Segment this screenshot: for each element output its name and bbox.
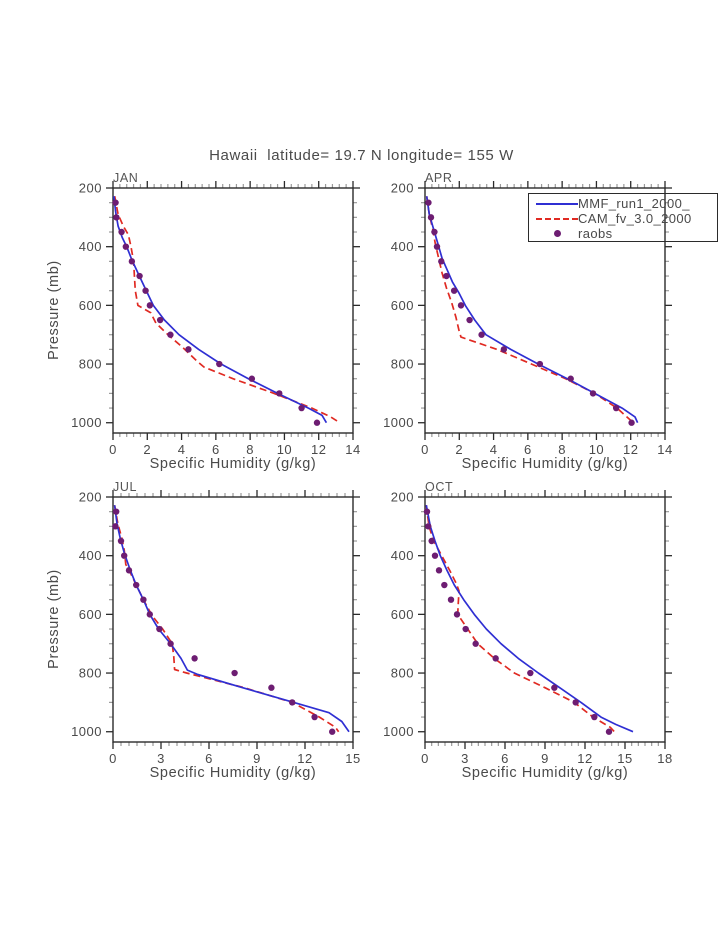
x-tick-label: 12 (311, 442, 326, 457)
raobs-points-JAN (112, 199, 321, 426)
x-tick-label: 8 (246, 442, 254, 457)
y-tick-label: 1000 (71, 415, 102, 430)
x-tick-label: 14 (657, 442, 672, 457)
panel-title-JUL: JUL (113, 480, 138, 494)
x-tick-label: 2 (143, 442, 151, 457)
x-tick-label: 12 (577, 751, 592, 766)
raobs-points-JUL (112, 508, 336, 735)
y-tick-label: 800 (391, 666, 414, 681)
plot-JUL: 0 3 6 9 12 15 200 400 600 800 1000 (71, 490, 360, 767)
x-tick-label: 2 (455, 442, 463, 457)
legend-box: MMF_run1_2000_ CAM_fv_3.0_2000 raobs (528, 193, 718, 242)
x-tick-label: 12 (623, 442, 638, 457)
x-tick-label: 8 (558, 442, 566, 457)
x-tick-label: 15 (345, 751, 360, 766)
cam-line-sample (536, 217, 578, 220)
y-tick-label: 1000 (383, 415, 414, 430)
cam-line-OCT (425, 505, 615, 733)
y-tick-label: 1000 (71, 724, 102, 739)
pressure-axis-label-bottom-row: Pressure (mb) (46, 569, 62, 669)
y-tick-label: 400 (391, 548, 414, 563)
mmf-line-JUL (113, 505, 350, 733)
x-tick-label: 6 (524, 442, 532, 457)
x-tick-label: 10 (589, 442, 604, 457)
x-tick-label: 6 (501, 751, 509, 766)
x-tick-label: 14 (345, 442, 360, 457)
legend-entry-raobs: raobs (529, 226, 717, 241)
y-tick-label: 600 (391, 607, 414, 622)
legend-label-mmf: MMF_run1_2000_ (578, 196, 690, 211)
y-tick-label: 200 (391, 181, 414, 196)
y-tick-label: 600 (391, 298, 414, 313)
raobs-points-OCT (423, 508, 613, 735)
x-tick-label: 9 (541, 751, 549, 766)
y-tick-label: 400 (391, 239, 414, 254)
plot-JAN: 0 2 4 6 8 10 12 14 200 400 600 800 1000 (71, 181, 360, 458)
y-tick-label: 600 (79, 607, 102, 622)
y-tick-label: 1000 (383, 724, 414, 739)
mmf-line-JAN (113, 196, 328, 424)
y-tick-label: 200 (79, 181, 102, 196)
legend-entry-cam: CAM_fv_3.0_2000 (529, 211, 717, 226)
x-tick-label: 3 (461, 751, 469, 766)
x-tick-label: 9 (253, 751, 261, 766)
y-tick-label: 800 (391, 357, 414, 372)
x-tick-label: 0 (109, 751, 117, 766)
x-axis-label-JAN: Specific Humidity (g/kg) (149, 456, 317, 472)
panel-title-JAN: JAN (113, 171, 139, 185)
raobs-dot-sample (536, 230, 578, 237)
x-axis-label-OCT: Specific Humidity (g/kg) (461, 765, 629, 781)
y-tick-label: 800 (79, 357, 102, 372)
x-tick-label: 4 (178, 442, 186, 457)
pressure-axis-label-top-row: Pressure (mb) (46, 260, 62, 360)
x-tick-label: 6 (205, 751, 213, 766)
legend-entry-mmf: MMF_run1_2000_ (529, 196, 717, 211)
y-tick-label: 400 (79, 548, 102, 563)
y-tick-label: 200 (391, 490, 414, 505)
x-tick-label: 10 (277, 442, 292, 457)
x-tick-label: 18 (657, 751, 672, 766)
y-tick-label: 200 (79, 490, 102, 505)
x-tick-label: 15 (617, 751, 632, 766)
x-axis-label-JUL: Specific Humidity (g/kg) (149, 765, 317, 781)
mmf-line-sample (536, 202, 578, 205)
x-tick-label: 12 (297, 751, 312, 766)
x-tick-label: 3 (157, 751, 165, 766)
y-tick-label: 400 (79, 239, 102, 254)
x-tick-label: 0 (421, 442, 429, 457)
x-tick-label: 0 (421, 751, 429, 766)
cam-line-JUL (113, 505, 340, 733)
x-tick-label: 6 (212, 442, 220, 457)
panel-title-APR: APR (425, 171, 453, 185)
plot-OCT: 0 3 6 9 12 15 18 200 400 600 800 1000 (383, 490, 672, 767)
legend-label-cam: CAM_fv_3.0_2000 (578, 211, 692, 226)
x-tick-label: 4 (490, 442, 498, 457)
cam-line-JAN (113, 196, 339, 423)
y-tick-label: 800 (79, 666, 102, 681)
figure-title: Hawaii latitude= 19.7 N longitude= 155 W (209, 147, 514, 164)
x-tick-label: 0 (109, 442, 117, 457)
panel-title-OCT: OCT (425, 480, 454, 494)
x-axis-label-APR: Specific Humidity (g/kg) (461, 456, 629, 472)
mmf-line-OCT (425, 505, 634, 733)
legend-label-raobs: raobs (578, 226, 613, 241)
y-tick-label: 600 (79, 298, 102, 313)
